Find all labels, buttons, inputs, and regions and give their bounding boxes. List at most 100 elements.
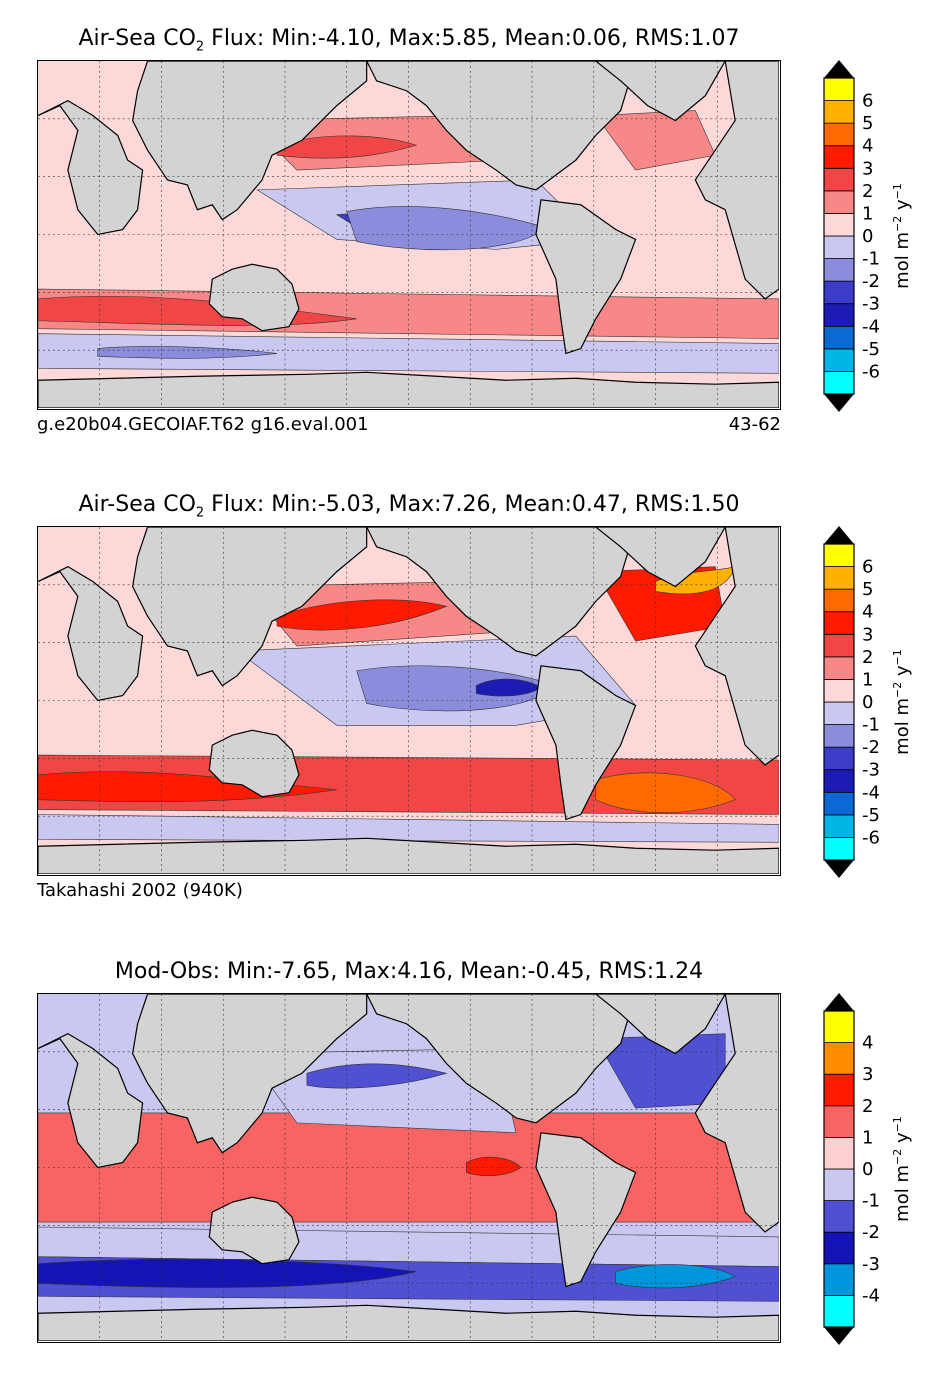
colorbar-bin (823, 633, 855, 658)
colorbar-tick-label: 3 (862, 158, 873, 179)
colorbar-tick-label: -3 (862, 294, 880, 315)
panel-difference: Mod-Obs: Min:-7.65, Max:4.16, Mean:-0.45… (0, 933, 949, 1391)
colorbar-bin (823, 1136, 855, 1170)
flux-region-north-pacific-core (276, 599, 448, 631)
colorbar-tick-label: 4 (862, 1033, 873, 1054)
year-range-label: 43-62 (728, 414, 781, 435)
colorbar-bin (823, 235, 855, 259)
land-greenland (594, 527, 726, 588)
colorbar-tick-label: 6 (862, 557, 873, 578)
colorbar-bin (823, 1263, 855, 1296)
colorbar-tick-label: 0 (862, 1159, 873, 1180)
colorbar-bin (823, 190, 855, 214)
colorbar-tick-label: 2 (862, 1096, 873, 1117)
flux-region-north-pacific (246, 1048, 517, 1134)
colorbar-bin (823, 167, 855, 192)
colorbar: -6 -5 -4 -3 -2 -1 0 1 2 3 4 5 6 (823, 526, 880, 878)
colorbar-tick-label: -6 (862, 361, 880, 382)
colorbar-extend-min (824, 394, 854, 412)
land-australia (208, 263, 300, 332)
colorbar-extend-min (824, 860, 854, 878)
colorbar-bin (823, 611, 855, 635)
panel-observations: Air-Sea CO2 Flux: Min:-5.03, Max:7.26, M… (0, 466, 949, 924)
case-name-label: g.e20b04.GECOIAF.T62 g16.eval.001 (37, 414, 369, 435)
colorbar-bin (823, 1010, 855, 1044)
flux-region-south-atlantic-core (615, 1264, 736, 1289)
colorbar-tick-label: 6 (862, 91, 873, 112)
dataset-label: Takahashi 2002 (940K) (37, 880, 243, 901)
land-australia (208, 1196, 300, 1265)
colorbar-extend-max (824, 60, 854, 78)
colorbar-bin (823, 258, 855, 282)
colorbar-frame (823, 1010, 855, 1328)
land-south-america (535, 199, 637, 355)
colorbar-bin (823, 371, 855, 395)
colorbar-tick-label: 5 (862, 579, 873, 600)
colorbar-bin (823, 1231, 855, 1265)
colorbar-bin (823, 679, 855, 703)
colorbar-extend-min (824, 1327, 854, 1345)
colorbar-bin (823, 656, 855, 680)
flux-region-south-atlantic-core (595, 772, 736, 814)
land-europe-africa-east (694, 994, 779, 1233)
colorbar-bin (823, 100, 855, 124)
land-africa (38, 1032, 144, 1169)
flux-map (37, 60, 781, 410)
colorbar-tick-label: -2 (862, 737, 880, 758)
colorbar-bin (823, 122, 855, 147)
colorbar-tick-label: 4 (862, 136, 873, 157)
flux-region-southern-ocean-core (97, 346, 278, 359)
flux-region-eastern-equatorial-pacific (465, 1156, 522, 1176)
colorbar-bin (823, 145, 855, 169)
colorbar-tick-label: -1 (862, 715, 880, 736)
land-africa (38, 99, 144, 236)
difference-map (37, 993, 781, 1343)
colorbar-tick-label: -5 (862, 805, 880, 826)
colorbar-bin (823, 701, 855, 725)
colorbar-tick-label: -3 (862, 1254, 880, 1275)
colorbar-tick-label: 3 (862, 624, 873, 645)
panel-title: Air-Sea CO2 Flux: Min:-5.03, Max:7.26, M… (78, 492, 740, 521)
colorbar-bin (823, 1105, 855, 1138)
colorbar: -4 -3 -2 -1 0 1 2 3 4 (823, 993, 880, 1345)
land-south-america (535, 1132, 637, 1288)
colorbar-tick-label: 1 (862, 203, 873, 224)
colorbar-tick-label: 2 (862, 181, 873, 202)
colorbar: -6 -5 -4 -3 -2 -1 0 1 2 3 4 5 6 (823, 60, 880, 412)
colorbar-bin (823, 280, 855, 305)
colorbar-tick-label: 2 (862, 647, 873, 668)
colorbar-bin (823, 837, 855, 861)
colorbar-bin (823, 1200, 855, 1233)
colorbar-tick-label: 4 (862, 602, 873, 623)
colorbar-unit-label: mol m−2 y−1 (891, 1116, 913, 1222)
colorbar-tick-label: 5 (862, 113, 873, 134)
colorbar-tick-label: -4 (862, 1285, 880, 1306)
flux-map (37, 526, 781, 876)
colorbar-tick-label: 1 (862, 1127, 873, 1148)
colorbar-unit-label: mol m−2 y−1 (891, 183, 913, 289)
colorbar-extend-max (824, 993, 854, 1011)
colorbar-tick-label: -4 (862, 782, 880, 803)
colorbar-tick-label: -6 (862, 827, 880, 848)
colorbar-tick-label: 0 (862, 226, 873, 247)
colorbar-bin (823, 1073, 855, 1107)
colorbar-bin (823, 769, 855, 793)
colorbar-tick-label: -1 (862, 249, 880, 270)
colorbar-tick-label: -4 (862, 316, 880, 337)
panel-title: Air-Sea CO2 Flux: Min:-4.10, Max:5.85, M… (78, 26, 740, 55)
colorbar-bin (823, 348, 855, 372)
colorbar-tick-label: -2 (862, 271, 880, 292)
colorbar-bin (823, 746, 855, 771)
colorbar-extend-max (824, 526, 854, 544)
colorbar-bin (823, 77, 855, 101)
colorbar-bin (823, 303, 855, 327)
colorbar-bin (823, 543, 855, 567)
colorbar-bin (823, 724, 855, 748)
colorbar-bin (823, 814, 855, 838)
colorbar-bin (823, 1042, 855, 1075)
colorbar-unit-label: mol m−2 y−1 (891, 649, 913, 755)
flux-region-southern-ocean-core (38, 1258, 417, 1288)
colorbar-bin (823, 325, 855, 350)
colorbar-tick-label: -3 (862, 760, 880, 781)
colorbar-frame (823, 543, 855, 861)
